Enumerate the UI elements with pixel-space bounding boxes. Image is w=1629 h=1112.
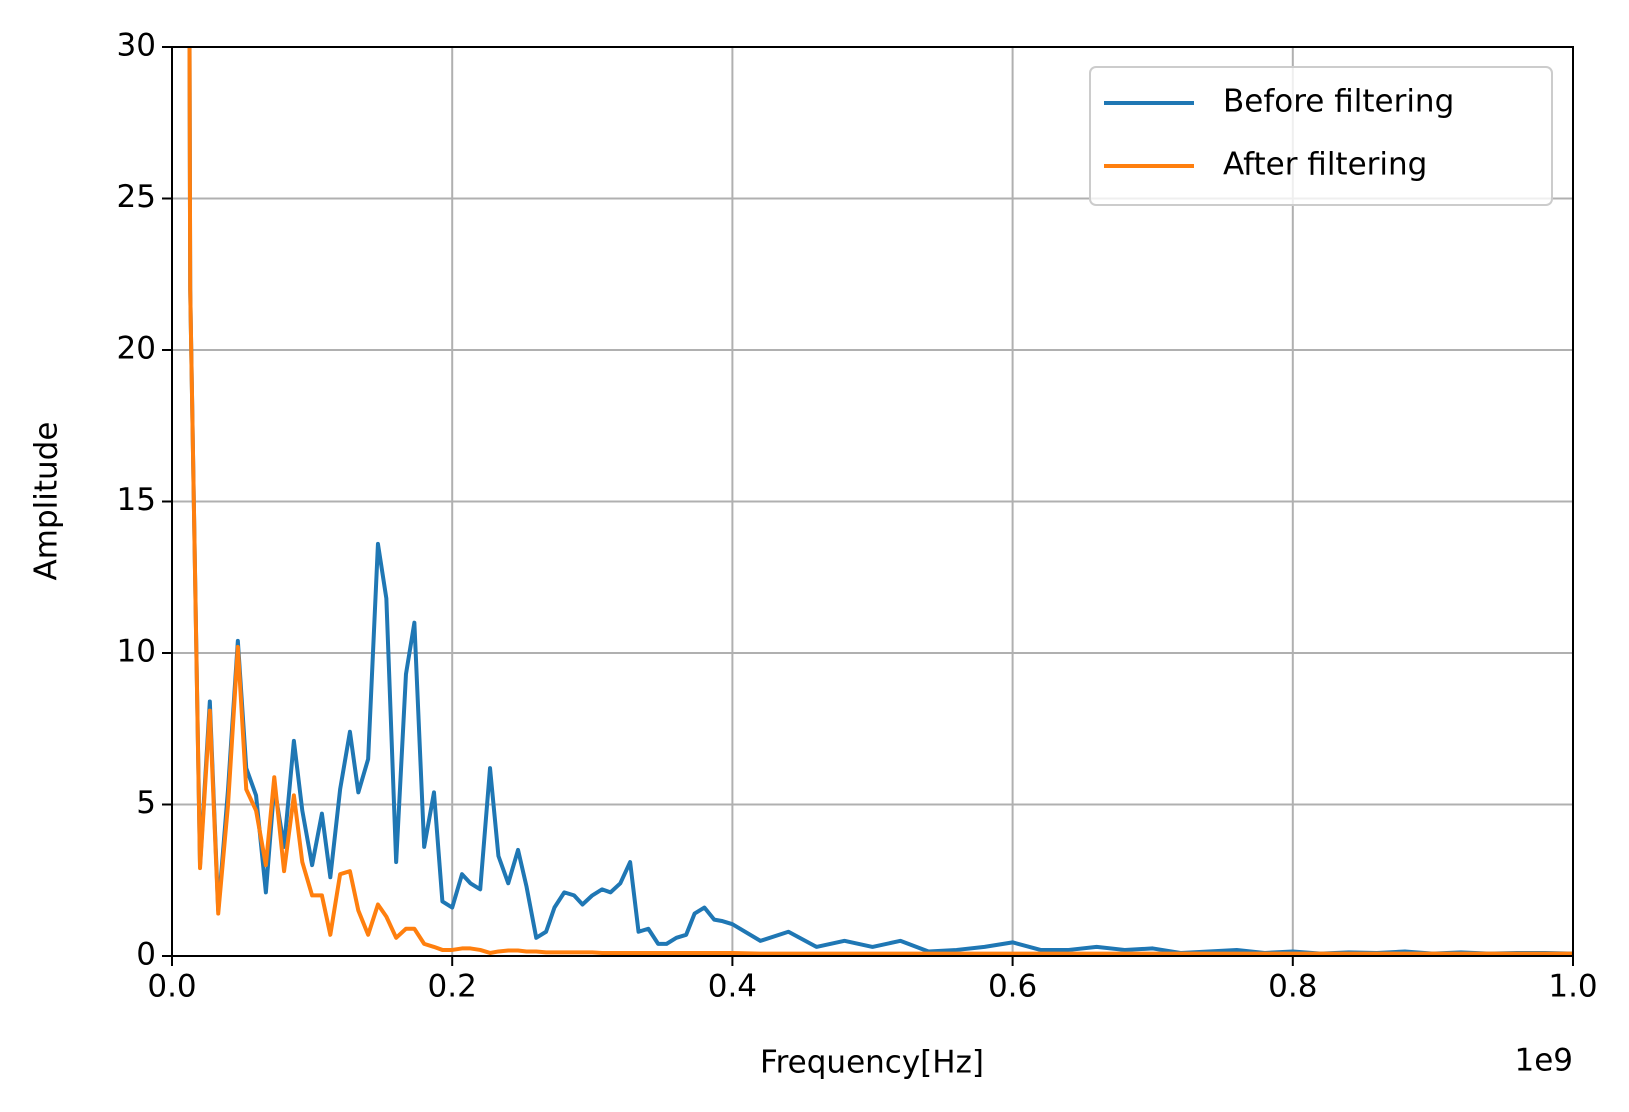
series-line bbox=[187, 47, 1573, 956]
y-tick-label: 25 bbox=[117, 179, 156, 215]
x-offset-label: 1e9 bbox=[1514, 1043, 1573, 1079]
plot-area bbox=[187, 47, 1573, 956]
y-tick-label: 5 bbox=[136, 785, 156, 821]
ticks: 0.0 0.2 0.4 0.6 0.8 1.0 0 5 10 15 20 25 30 bbox=[117, 28, 1598, 1005]
legend-label: After filtering bbox=[1223, 147, 1427, 183]
legend-box bbox=[1089, 66, 1553, 206]
x-tick-label: 1.0 bbox=[1548, 969, 1597, 1005]
y-tick-label: 15 bbox=[117, 482, 156, 518]
x-tick-label: 0.6 bbox=[988, 969, 1037, 1005]
legend: Before filtering After filtering bbox=[1089, 66, 1553, 206]
x-axis-label: Frequency[Hz] bbox=[760, 1045, 984, 1081]
x-tick-label: 0.8 bbox=[1268, 969, 1317, 1005]
y-tick-label: 0 bbox=[136, 937, 156, 973]
legend-label: Before filtering bbox=[1223, 84, 1454, 120]
y-tick-label: 10 bbox=[117, 634, 156, 670]
y-tick-label: 30 bbox=[117, 28, 156, 64]
series-line bbox=[187, 47, 1573, 956]
x-tick-label: 0.0 bbox=[147, 969, 196, 1005]
x-tick-label: 0.2 bbox=[428, 969, 477, 1005]
x-tick-label: 0.4 bbox=[708, 969, 757, 1005]
y-tick-label: 20 bbox=[117, 331, 156, 367]
y-axis-label: Amplitude bbox=[29, 422, 65, 581]
